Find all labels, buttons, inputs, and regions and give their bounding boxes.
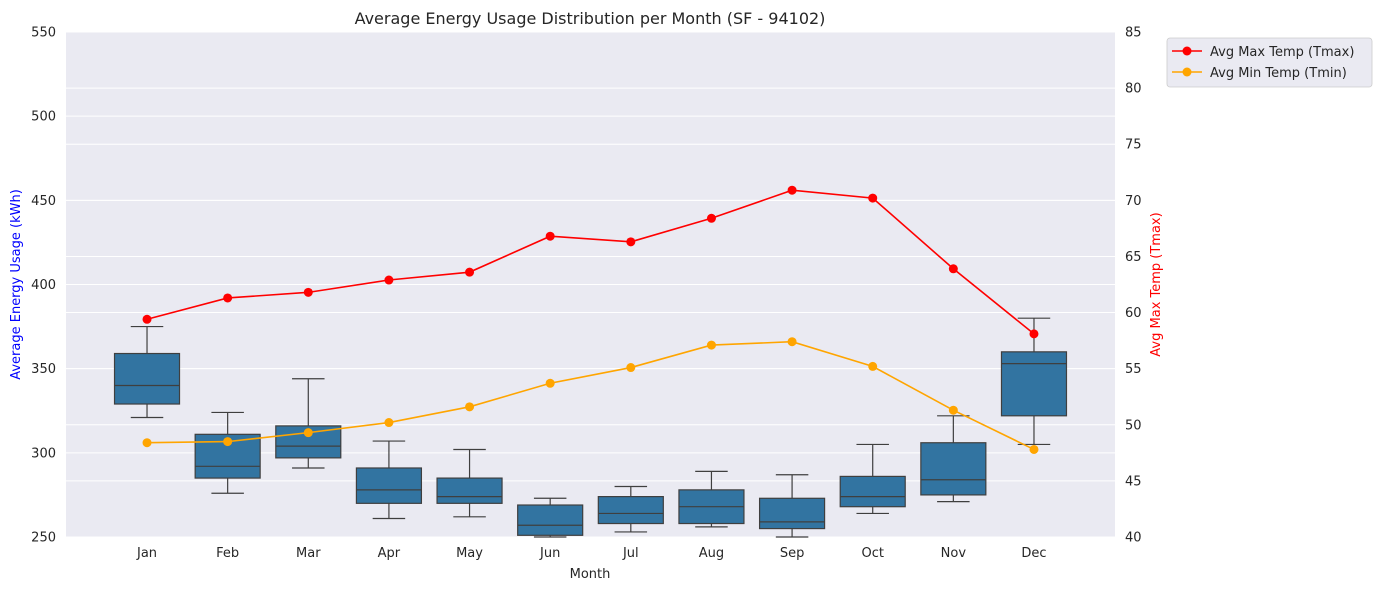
y2-tick-label: 55	[1125, 362, 1142, 377]
x-tick-label: Oct	[861, 546, 883, 561]
legend-marker-tmax	[1182, 46, 1192, 56]
series-point-0	[706, 213, 716, 223]
y2-tick-label: 85	[1125, 26, 1142, 41]
box-may	[436, 448, 503, 518]
series-point-1	[626, 363, 636, 373]
right-y-axis-ticks: 40 45 50 55 60 65 70 75 80 85	[1125, 26, 1142, 546]
box-iqr	[920, 442, 987, 496]
y-tick-label: 500	[31, 110, 56, 125]
y2-tick-label: 75	[1125, 138, 1142, 153]
series-point-0	[384, 275, 394, 285]
y-tick-label: 350	[31, 362, 56, 377]
x-tick-label: Sep	[780, 546, 805, 561]
box-iqr	[1000, 351, 1068, 417]
chart-title: Average Energy Usage Distribution per Mo…	[355, 9, 826, 28]
y2-tick-label: 80	[1125, 82, 1142, 97]
box-iqr	[517, 504, 584, 536]
x-tick-label: Aug	[699, 546, 724, 561]
series-point-1	[142, 438, 152, 448]
box-nov	[920, 415, 987, 503]
box-iqr	[597, 496, 664, 525]
series-point-0	[787, 185, 797, 195]
series-point-0	[142, 314, 152, 324]
x-tick-label: Mar	[296, 546, 321, 561]
series-point-1	[1029, 444, 1039, 454]
series-point-0	[465, 267, 475, 277]
x-tick-label: Jun	[539, 546, 560, 561]
left-y-axis-ticks: 250 300 350 400 450 500 550	[31, 26, 56, 546]
right-y-axis-label: Avg Max Temp (Tmax)	[1149, 212, 1164, 356]
series-point-0	[948, 264, 958, 274]
x-tick-label: Nov	[941, 546, 967, 561]
x-axis-label: Month	[570, 567, 611, 582]
series-line-0	[146, 189, 1035, 335]
series-point-1	[303, 428, 313, 438]
x-tick-label: May	[456, 546, 483, 561]
y-tick-label: 400	[31, 278, 56, 293]
y2-tick-label: 60	[1125, 306, 1142, 321]
y-tick-label: 300	[31, 446, 56, 461]
x-tick-label: Feb	[216, 546, 239, 561]
legend-frame	[1166, 37, 1373, 88]
series-point-1	[223, 437, 233, 447]
series-point-1	[545, 378, 555, 388]
series-point-1	[384, 418, 394, 428]
legend: Avg Max Temp (Tmax) Avg Min Temp (Tmin)	[1166, 37, 1373, 88]
y2-tick-label: 70	[1125, 194, 1142, 209]
y2-tick-label: 40	[1125, 531, 1142, 546]
series-point-1	[787, 337, 797, 347]
series-point-0	[223, 293, 233, 303]
legend-label-tmax: Avg Max Temp (Tmax)	[1210, 45, 1354, 60]
temperature-lines	[142, 185, 1039, 454]
y2-tick-label: 65	[1125, 250, 1142, 265]
series-point-0	[626, 237, 636, 247]
y-tick-label: 550	[31, 26, 56, 41]
grid-lines	[66, 31, 1115, 538]
x-tick-label: Dec	[1021, 546, 1046, 561]
box-iqr	[355, 467, 423, 504]
x-tick-label: Jan	[136, 546, 157, 561]
x-axis-ticks: Jan Feb Mar Apr May Jun Jul Aug Sep Oct Nov Dec	[136, 546, 1047, 561]
series-point-1	[948, 405, 958, 415]
series-point-0	[303, 287, 313, 297]
series-point-1	[868, 361, 878, 371]
series-line-1	[147, 340, 1035, 451]
box-iqr	[113, 352, 181, 405]
y-tick-label: 250	[31, 531, 56, 546]
series-point-0	[1029, 329, 1039, 339]
box-sep	[758, 474, 826, 538]
box-jan	[113, 325, 181, 419]
box-jul	[597, 485, 664, 533]
series-point-1	[465, 402, 475, 412]
y-tick-label: 450	[31, 194, 56, 209]
series-point-0	[868, 193, 878, 203]
legend-label-tmin: Avg Min Temp (Tmin)	[1210, 66, 1347, 81]
y2-tick-label: 50	[1125, 418, 1142, 433]
box-aug	[678, 470, 745, 528]
box-iqr	[758, 497, 826, 530]
box-mar	[275, 378, 342, 469]
box-iqr	[436, 477, 503, 504]
series-point-0	[545, 231, 555, 241]
y2-tick-label: 45	[1125, 474, 1142, 489]
box-apr	[355, 440, 423, 520]
x-tick-label: Jul	[622, 546, 639, 561]
box-jun	[517, 497, 584, 538]
left-y-axis-label: Average Energy Usage (kWh)	[9, 189, 24, 380]
box-iqr	[839, 475, 906, 508]
box-oct	[839, 443, 906, 515]
x-tick-label: Apr	[378, 546, 401, 561]
series-point-1	[706, 340, 716, 350]
legend-marker-tmin	[1182, 67, 1192, 77]
